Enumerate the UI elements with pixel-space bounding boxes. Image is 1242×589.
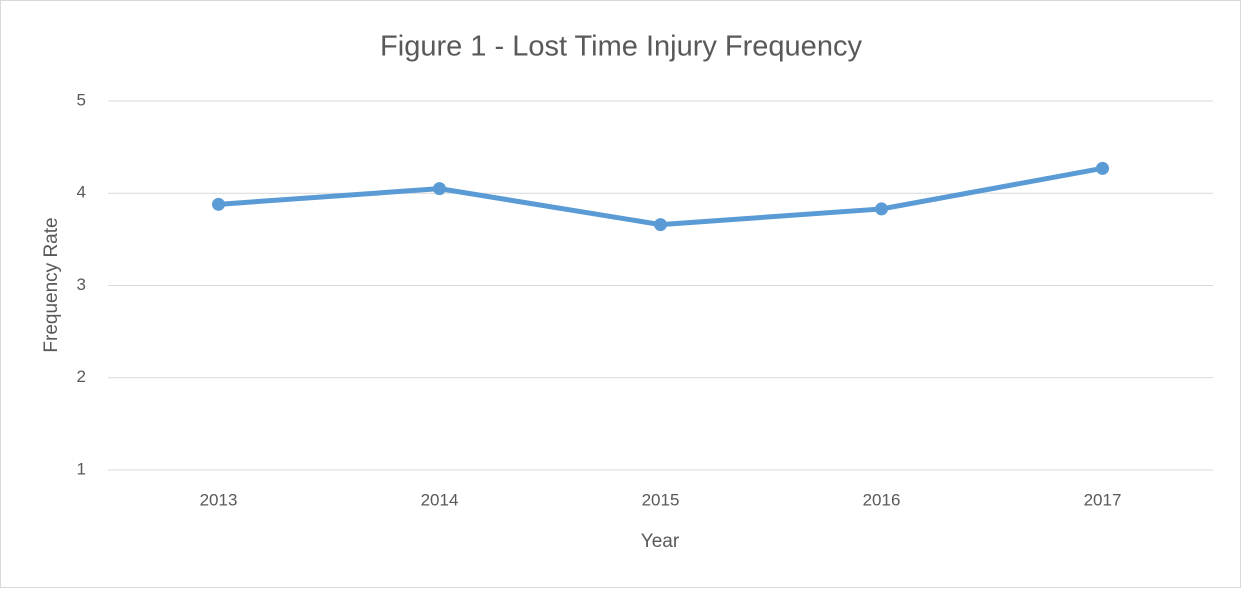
x-axis-label: Year: [641, 531, 680, 552]
data-point: [433, 182, 446, 196]
y-tick-label: 5: [77, 90, 86, 109]
y-tick-label: 1: [77, 459, 86, 478]
y-tick-label: 3: [77, 275, 86, 294]
data-point: [1096, 161, 1109, 175]
y-axis-label: Frequency Rate: [41, 217, 62, 352]
y-tick-label: 2: [77, 367, 86, 386]
x-tick-label: 2016: [863, 490, 901, 509]
y-tick-label: 4: [77, 183, 86, 202]
x-tick-label: 2017: [1084, 490, 1122, 509]
x-tick-label: 2014: [421, 490, 459, 509]
data-point: [212, 197, 225, 211]
x-tick-label: 2013: [200, 490, 238, 509]
x-tick-label: 2015: [642, 490, 680, 509]
data-point: [875, 202, 888, 216]
chart-title: Figure 1 - Lost Time Injury Frequency: [380, 31, 862, 63]
data-point: [654, 218, 667, 232]
